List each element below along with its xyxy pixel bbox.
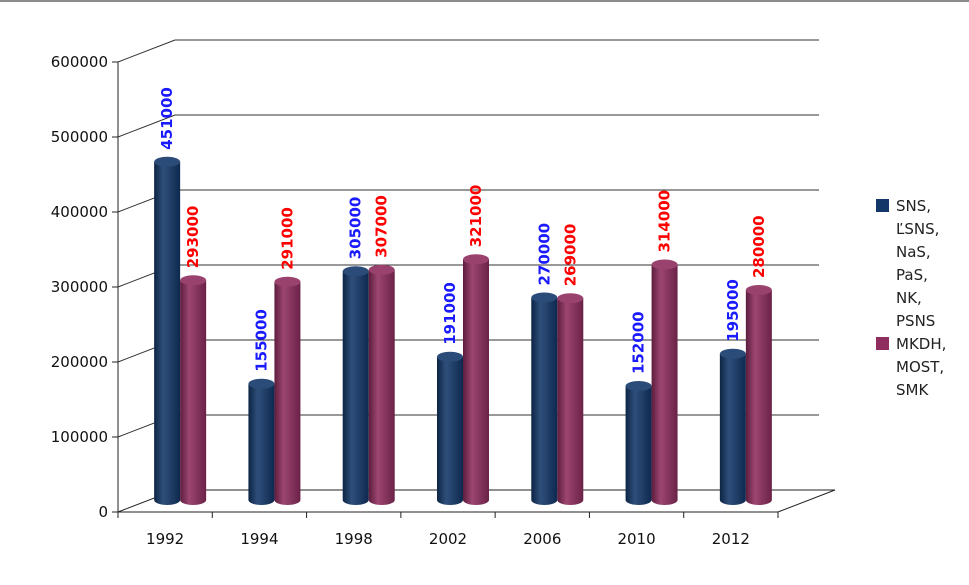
bar-body bbox=[463, 259, 489, 505]
x-tick-label: 2002 bbox=[429, 530, 467, 548]
y-tick-label: 0 bbox=[98, 503, 108, 521]
legend-label-series-2: MKDH, MOST, SMK bbox=[896, 335, 947, 399]
y-tick-label: 400000 bbox=[51, 203, 108, 221]
data-label: 270000 bbox=[535, 223, 553, 286]
gridline-depth bbox=[117, 39, 176, 63]
legend-entry-series-1: SNS, ĽSNS, NaS, PaS, NK, PSNS bbox=[876, 195, 966, 333]
bar-body bbox=[342, 271, 369, 505]
bar-top bbox=[154, 156, 181, 167]
y-tick-label: 500000 bbox=[51, 128, 108, 146]
legend-entry-series-2: MKDH, MOST, SMK bbox=[876, 333, 966, 402]
bar-top bbox=[463, 254, 489, 265]
data-label: 152000 bbox=[630, 311, 648, 374]
bar-top bbox=[557, 293, 584, 304]
bar-body bbox=[557, 298, 584, 505]
bar-top bbox=[368, 264, 395, 275]
bar-body bbox=[719, 353, 746, 505]
bar-top bbox=[719, 348, 746, 359]
bar-top bbox=[180, 275, 207, 286]
data-label: 307000 bbox=[373, 195, 391, 258]
data-label: 191000 bbox=[441, 282, 459, 345]
y-tick-label: 100000 bbox=[51, 428, 108, 446]
bar-body bbox=[248, 383, 275, 505]
bar-body bbox=[274, 281, 301, 505]
data-label: 269000 bbox=[561, 224, 579, 287]
y-tick-label: 200000 bbox=[51, 353, 108, 371]
bar-top bbox=[745, 285, 772, 295]
bar-top bbox=[342, 266, 369, 277]
bar-top bbox=[531, 292, 558, 303]
bar-top bbox=[248, 378, 275, 389]
bar-body bbox=[625, 386, 652, 505]
x-tick-label: 1998 bbox=[335, 530, 373, 548]
legend-swatch-series-2 bbox=[876, 337, 889, 350]
data-label: 155000 bbox=[252, 309, 270, 372]
x-tick-label: 2006 bbox=[523, 530, 561, 548]
legend-label-series-1: SNS, ĽSNS, NaS, PaS, NK, PSNS bbox=[896, 197, 940, 330]
y-tick-label: 300000 bbox=[51, 278, 108, 296]
data-label: 305000 bbox=[347, 197, 365, 260]
bar-body bbox=[651, 264, 678, 505]
x-tick-label: 1994 bbox=[240, 530, 278, 548]
data-label: 293000 bbox=[184, 206, 202, 269]
x-tick-label: 2012 bbox=[712, 530, 750, 548]
y-tick-labels: 0 100000 200000 300000 400000 500000 600000 bbox=[51, 53, 108, 521]
bar-body bbox=[180, 280, 207, 505]
gridline-depth bbox=[117, 114, 176, 138]
data-labels: 451000 293000 155000 291000 305000 307000 1910… bbox=[158, 87, 768, 374]
bar-body bbox=[154, 161, 181, 505]
bar-body bbox=[437, 356, 463, 505]
bar-top bbox=[651, 259, 678, 270]
y-tick-label: 600000 bbox=[51, 53, 108, 71]
bar-top bbox=[625, 381, 652, 391]
bar-top bbox=[274, 276, 301, 287]
data-label: 291000 bbox=[278, 207, 296, 270]
top-border bbox=[0, 0, 969, 2]
data-label: 451000 bbox=[158, 87, 176, 150]
data-label: 321000 bbox=[467, 185, 485, 248]
bar-top bbox=[437, 351, 463, 362]
x-tick-label: 1992 bbox=[146, 530, 184, 548]
data-label: 314000 bbox=[656, 190, 674, 253]
legend-swatch-series-1 bbox=[876, 199, 889, 212]
legend: SNS, ĽSNS, NaS, PaS, NK, PSNS MKDH, MOST… bbox=[876, 195, 966, 402]
bars bbox=[154, 156, 772, 505]
data-label: 280000 bbox=[750, 215, 768, 278]
axes bbox=[112, 61, 779, 518]
bar-body bbox=[368, 269, 395, 505]
x-tick-labels: 1992 1994 1998 2002 2006 2010 2012 bbox=[146, 530, 750, 548]
x-tick-label: 2010 bbox=[617, 530, 655, 548]
bar-body bbox=[531, 297, 558, 505]
data-label: 195000 bbox=[724, 279, 742, 342]
bar-body bbox=[745, 290, 772, 505]
